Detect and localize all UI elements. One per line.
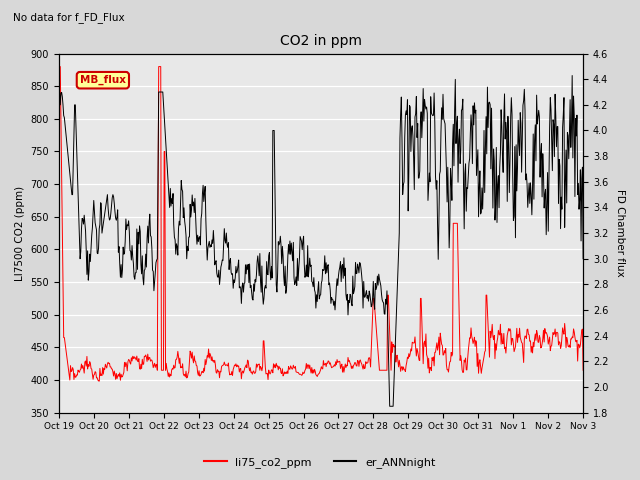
Text: MB_flux: MB_flux xyxy=(80,75,126,85)
Y-axis label: LI7500 CO2 (ppm): LI7500 CO2 (ppm) xyxy=(15,186,25,281)
Title: CO2 in ppm: CO2 in ppm xyxy=(280,34,362,48)
Y-axis label: FD Chamber flux: FD Chamber flux xyxy=(615,189,625,277)
Text: No data for f_FD_Flux: No data for f_FD_Flux xyxy=(13,12,124,23)
Legend: li75_co2_ppm, er_ANNnight: li75_co2_ppm, er_ANNnight xyxy=(200,452,440,472)
